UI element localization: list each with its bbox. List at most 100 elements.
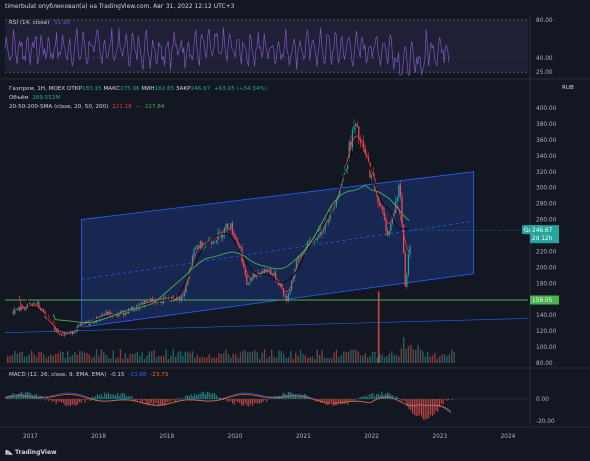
candle-body <box>367 157 370 163</box>
macd-histogram-bar <box>194 393 196 399</box>
macd-histogram-bar <box>358 398 360 399</box>
volume-bar <box>136 352 138 363</box>
macd-histogram-bar <box>404 399 406 402</box>
volume-bar <box>227 353 230 363</box>
candle-body <box>142 302 144 307</box>
price-tick-9: 220.00 <box>536 249 557 255</box>
volume-bar <box>215 357 218 363</box>
candle-body <box>84 322 86 324</box>
candle-body <box>334 205 336 207</box>
volume-bar <box>124 353 126 363</box>
last-price-label: 246.67 <box>532 228 553 234</box>
macd-histogram-bar <box>349 399 351 403</box>
candle-body <box>12 311 14 314</box>
candle-body <box>71 330 74 334</box>
macd-histogram-bar <box>403 399 405 401</box>
macd-histogram-bar <box>219 397 221 399</box>
candle-body <box>140 302 142 305</box>
candle-body <box>166 298 168 299</box>
macd-histogram-bar <box>329 399 331 404</box>
macd-histogram-bar <box>46 397 48 399</box>
candle-body <box>227 223 229 229</box>
macd-histogram-bar <box>386 392 388 399</box>
candle-body <box>239 247 242 248</box>
time-tick-3: 2020 <box>228 434 243 440</box>
macd-histogram-bar <box>196 395 198 399</box>
sma200-line <box>52 184 410 324</box>
volume-bar <box>64 358 66 363</box>
candle-body <box>271 274 274 276</box>
volume-bar <box>436 358 438 363</box>
candle-body <box>247 283 250 285</box>
volume-bar <box>35 356 38 363</box>
macd-histogram-bar <box>122 392 124 399</box>
candle-body <box>286 296 288 302</box>
volume-bar <box>179 350 182 363</box>
candle-body <box>249 281 251 284</box>
candle-body <box>398 184 400 198</box>
macd-histogram-bar <box>440 399 442 404</box>
volume-bar <box>23 356 26 363</box>
candle-body <box>219 232 221 234</box>
volume-bar <box>403 337 405 363</box>
macd-histogram-bar <box>395 396 397 399</box>
macd-histogram-bar <box>104 392 106 399</box>
volume-bar <box>59 351 62 363</box>
volume-bar <box>69 356 71 363</box>
macd-histogram-bar <box>399 398 401 399</box>
macd-histogram-bar <box>426 399 428 419</box>
macd-histogram-bar <box>80 399 82 403</box>
volume-bar <box>203 357 206 363</box>
footer-brand[interactable]: ▮◣ TradingView <box>5 449 57 456</box>
volume-legend: Объём 289.552M <box>9 95 60 101</box>
candle-body <box>161 299 163 304</box>
macd-histogram-bar <box>179 399 181 401</box>
currency-label: RUB <box>562 85 574 91</box>
macd-histogram-bar <box>203 391 205 399</box>
macd-histogram-bar <box>422 399 424 420</box>
macd-histogram-bar <box>154 399 156 403</box>
volume-bar <box>55 354 57 363</box>
macd-histogram-bar <box>147 399 149 406</box>
candle-body <box>404 253 406 287</box>
candle-body <box>307 241 309 248</box>
macd-histogram-bar <box>419 399 421 415</box>
macd-histogram-bar <box>408 399 410 410</box>
volume-spike-bar <box>377 291 380 363</box>
macd-histogram-bar <box>66 399 68 407</box>
macd-histogram-bar <box>421 399 423 417</box>
candle-body <box>17 307 19 310</box>
volume-bar <box>151 351 153 363</box>
candle-body <box>372 171 374 179</box>
macd-histogram-bar <box>133 399 135 401</box>
macd-histogram-bar <box>318 399 320 401</box>
macd-histogram-bar <box>70 399 72 406</box>
volume-bar <box>285 358 287 363</box>
macd-histogram-bar <box>145 399 147 405</box>
macd-histogram-bar <box>120 393 122 399</box>
volume-bar <box>127 357 129 363</box>
volume-bar <box>278 350 280 363</box>
volume-bar <box>266 358 268 363</box>
macd-histogram-bar <box>217 397 219 399</box>
macd-histogram-bar <box>205 394 207 399</box>
rsi-value: 51.95 <box>54 20 71 26</box>
candle-body <box>305 247 307 254</box>
volume-bar <box>383 357 386 363</box>
volume-bar <box>304 355 306 363</box>
macd-histogram-bar <box>212 393 214 399</box>
macd-histogram-bar <box>14 396 16 399</box>
volume-bar <box>16 353 18 363</box>
macd-histogram-bar <box>343 399 345 404</box>
macd-histogram-bar <box>62 399 64 404</box>
volume-bar <box>232 353 234 363</box>
candle-body <box>278 281 280 286</box>
candle-body <box>387 230 389 236</box>
volume-bar <box>326 358 328 363</box>
ohlc-key-1: МАКС <box>103 86 120 92</box>
volume-bar <box>199 357 201 363</box>
volume-bar <box>290 350 292 363</box>
volume-bar <box>196 354 198 363</box>
